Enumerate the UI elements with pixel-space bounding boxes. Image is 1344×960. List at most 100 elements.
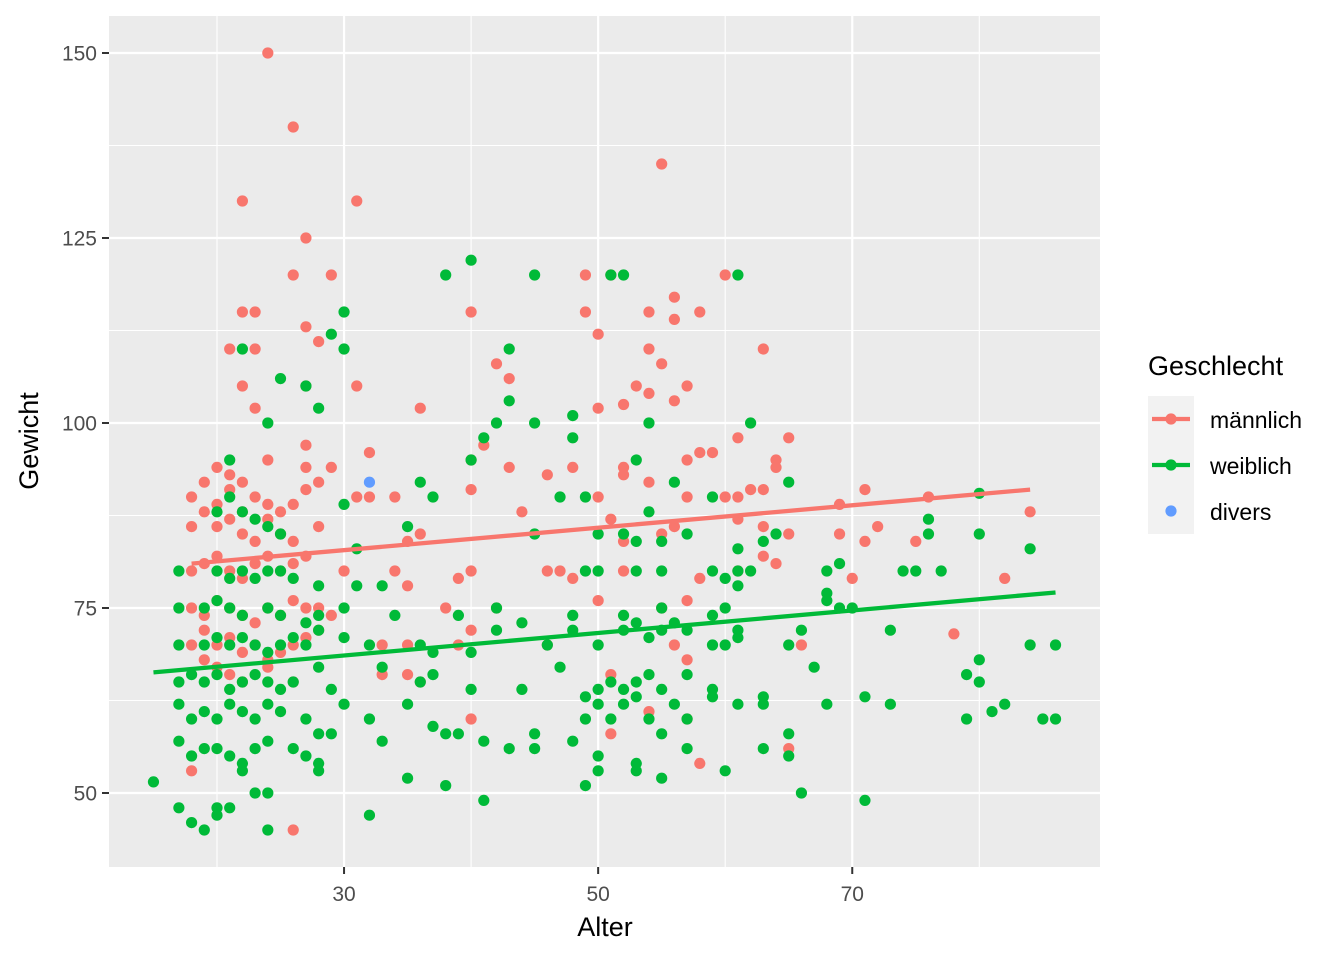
data-point — [770, 528, 782, 540]
data-point — [236, 706, 249, 718]
data-point — [224, 469, 236, 481]
data-point — [554, 661, 566, 673]
data-point — [897, 565, 909, 577]
data-point — [567, 432, 579, 444]
data-point — [236, 306, 249, 318]
data-point — [287, 824, 299, 836]
data-point — [884, 698, 896, 710]
data-point — [249, 343, 261, 355]
data-point — [732, 580, 744, 592]
trend-line — [153, 590, 1056, 675]
data-point — [567, 461, 579, 473]
data-point — [1049, 639, 1062, 651]
data-point — [617, 683, 630, 696]
data-point — [236, 528, 249, 540]
data-point — [503, 743, 515, 755]
data-point — [757, 535, 769, 548]
data-point — [313, 521, 325, 533]
data-point — [173, 602, 185, 614]
data-point — [541, 565, 553, 577]
data-point — [198, 506, 210, 518]
data-point — [198, 654, 210, 666]
data-point — [338, 698, 350, 710]
data-point — [465, 683, 477, 696]
data-point — [211, 743, 223, 755]
data-point — [465, 565, 477, 577]
data-point — [541, 639, 553, 651]
data-point — [274, 565, 287, 577]
data-point — [859, 484, 871, 496]
data-point — [732, 432, 744, 444]
major-gridlines — [109, 16, 1100, 867]
data-point — [719, 572, 731, 585]
data-point — [313, 661, 325, 673]
data-point — [185, 817, 198, 829]
data-point — [249, 713, 261, 725]
data-point — [173, 676, 185, 688]
data-point — [262, 676, 274, 688]
data-point — [783, 639, 795, 651]
data-point — [833, 558, 846, 570]
data-point — [440, 602, 452, 614]
data-point — [668, 698, 680, 710]
y-axis-ticks: 50 75 100 125 150 — [62, 43, 109, 806]
data-point — [465, 484, 477, 496]
trend-lines — [153, 487, 1056, 675]
data-point — [859, 535, 871, 548]
data-point — [554, 565, 566, 577]
data-point — [668, 313, 680, 325]
data-point — [185, 713, 198, 725]
x-tick-label: 50 — [586, 883, 609, 906]
data-point — [452, 609, 464, 622]
data-point — [503, 461, 515, 473]
data-point — [236, 565, 249, 577]
data-point — [617, 565, 630, 577]
data-point — [185, 521, 198, 533]
data-point — [694, 306, 706, 318]
data-point — [452, 572, 464, 585]
data-point — [313, 609, 325, 622]
y-axis-title: Gewicht — [14, 392, 44, 490]
data-point — [922, 528, 935, 540]
data-point — [783, 528, 795, 540]
minor-gridlines — [109, 16, 1100, 867]
data-point — [592, 491, 604, 503]
data-point — [605, 269, 617, 281]
data-point — [795, 639, 808, 651]
data-point — [401, 669, 414, 681]
data-point — [236, 676, 249, 688]
data-point — [224, 683, 236, 696]
legend-label-divers: divers — [1210, 499, 1271, 525]
data-point — [617, 609, 630, 622]
y-tick-label: 150 — [62, 43, 97, 66]
data-point — [300, 461, 312, 473]
data-point — [490, 624, 503, 636]
data-point — [694, 447, 706, 459]
data-point — [376, 661, 388, 673]
data-point — [300, 321, 312, 333]
data-point — [681, 454, 693, 466]
data-point — [236, 765, 249, 777]
data-point — [249, 491, 261, 503]
data-point — [249, 669, 261, 681]
data-point — [325, 683, 337, 696]
data-point — [643, 506, 655, 518]
data-point — [617, 398, 630, 411]
data-point — [808, 661, 820, 673]
data-point — [173, 639, 185, 651]
data-point — [630, 535, 642, 548]
x-tick-label: 70 — [841, 883, 864, 906]
data-point — [198, 639, 210, 651]
data-point — [681, 669, 693, 681]
data-point — [770, 461, 782, 473]
data-point — [478, 432, 490, 444]
data-point — [656, 535, 668, 548]
data-point — [363, 639, 376, 651]
data-point — [185, 565, 198, 577]
data-point — [313, 336, 325, 348]
data-point — [630, 454, 642, 466]
data-point — [236, 476, 249, 488]
data-point — [414, 476, 426, 488]
data-point — [274, 528, 287, 540]
data-point — [554, 491, 566, 503]
